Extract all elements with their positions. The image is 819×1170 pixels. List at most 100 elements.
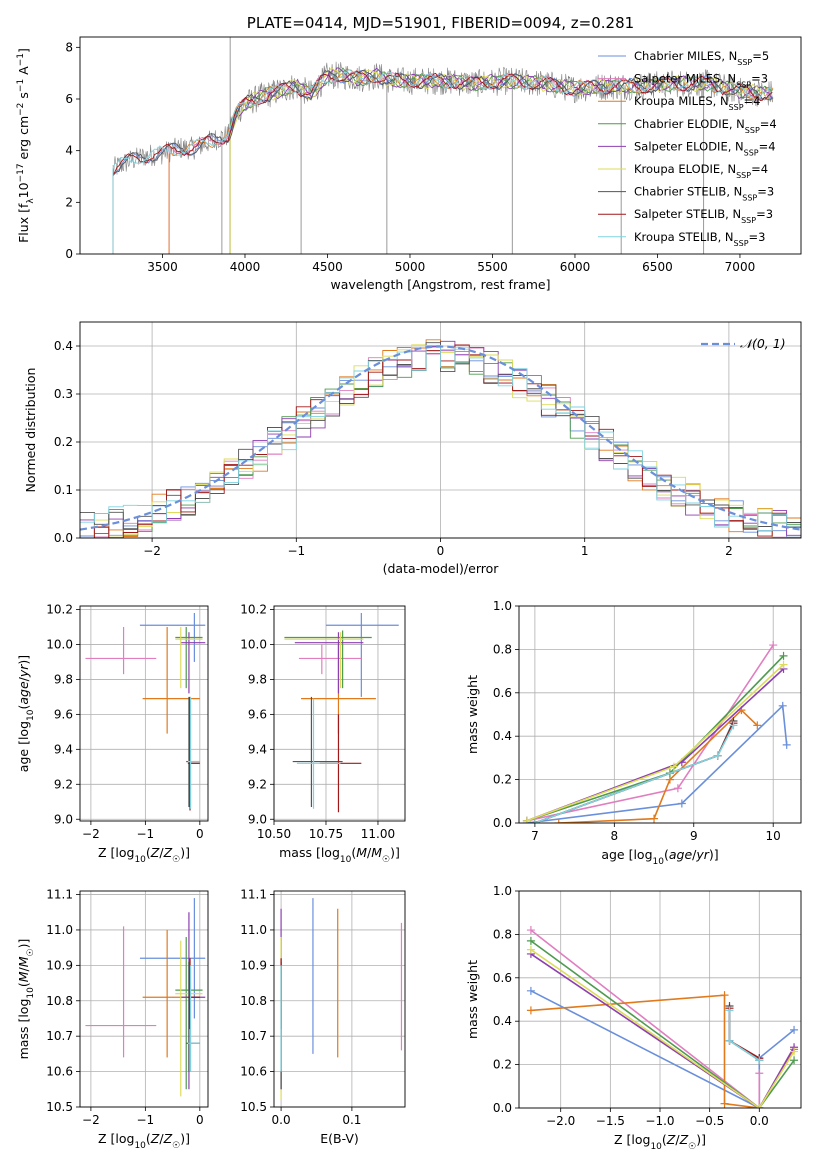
y-tick-label: 0.2 bbox=[493, 1058, 512, 1072]
x-tick-label: −1.0 bbox=[645, 1114, 674, 1128]
weight-point-marker bbox=[729, 721, 738, 730]
weight-point-marker bbox=[522, 816, 531, 823]
x-tick-label: −1 bbox=[137, 1113, 155, 1127]
legend-label: Chabrier MILES, NSSP=5 bbox=[634, 49, 769, 67]
y-tick-label: 10.2 bbox=[46, 602, 73, 616]
x-tick-label: −2 bbox=[82, 827, 100, 841]
residuals-panel: −2 −1 0 1 2 0.0 0.1 0.2 0.3 0.4 (data-model)/error… bbox=[23, 321, 802, 576]
model-spectrum-line bbox=[229, 67, 773, 254]
mass-vs-ebv-panel: 0.0 0.1 10.5 10.6 10.7 10.8 10.9 11.0 11.1 E(B-V) bbox=[240, 888, 406, 1146]
x-tick-label: 1 bbox=[581, 544, 589, 558]
weight-point-marker bbox=[526, 945, 535, 954]
x-tick-label: 0.0 bbox=[750, 1114, 769, 1128]
axes-frame bbox=[79, 890, 209, 1108]
weight-point-marker bbox=[779, 660, 788, 669]
y-tick-label: 10.6 bbox=[46, 1065, 73, 1079]
y-tick-label: 10.0 bbox=[46, 637, 73, 651]
legend-label: Kroupa STELIB, NSSP=3 bbox=[634, 230, 765, 248]
weight-series-line bbox=[728, 1006, 760, 1061]
x-axis-label: Z [log10(Z/Z☉)] bbox=[614, 1132, 706, 1152]
weight-series-line bbox=[526, 704, 788, 823]
y-tick-label: 9.2 bbox=[54, 777, 73, 791]
x-axis-label: (data-model)/error bbox=[383, 561, 500, 576]
residual-histograms bbox=[80, 339, 801, 538]
grid-lines bbox=[519, 605, 801, 824]
x-tick-label: −0.5 bbox=[695, 1114, 724, 1128]
weight-point-marker bbox=[554, 819, 563, 823]
ticks: −2 −1 0 9.0 9.2 9.4 9.6 9.8 10.0 10.2 bbox=[46, 602, 203, 841]
y-tick-label: 9.6 bbox=[248, 707, 267, 721]
massweight-vs-age-panel: 7 8 9 10 0.0 0.2 0.4 0.6 0.8 1.0 age [log10(age/yr… bbox=[465, 599, 802, 867]
spectrum-data bbox=[112, 37, 774, 254]
spectrum-legend: Chabrier MILES, NSSP=5 Salpeter MILES, NS… bbox=[598, 49, 777, 247]
spectrum-panel: PLATE=0414, MJD=51901, FIBERID=0094, z=0… bbox=[16, 14, 802, 292]
model-spectrum-line bbox=[229, 67, 773, 254]
weight-series-line bbox=[530, 994, 795, 1108]
x-tick-label: −1.5 bbox=[596, 1114, 625, 1128]
y-tick-label: 9.2 bbox=[248, 777, 267, 791]
x-tick-label: 0.1 bbox=[342, 1113, 361, 1127]
x-tick-label: −1 bbox=[287, 544, 305, 558]
weight-point-marker bbox=[755, 1069, 764, 1078]
x-tick-label: −2 bbox=[82, 1113, 100, 1127]
weight-series-line bbox=[526, 668, 785, 822]
x-tick-label: 5000 bbox=[395, 260, 426, 274]
weight-point-marker bbox=[725, 1036, 734, 1045]
spectrum-title: PLATE=0414, MJD=51901, FIBERID=0094, z=0… bbox=[247, 14, 634, 32]
axes-frame bbox=[79, 36, 802, 255]
y-tick-label: 4 bbox=[65, 144, 73, 158]
y-tick-label: 0.6 bbox=[493, 971, 512, 985]
y-tick-label: 2 bbox=[65, 195, 73, 209]
y-tick-label: 10.8 bbox=[240, 994, 267, 1008]
legend-label: Chabrier STELIB, NSSP=3 bbox=[634, 185, 774, 203]
y-tick-label: 6 bbox=[65, 92, 73, 106]
error-bars bbox=[280, 898, 403, 1100]
weight-series-line bbox=[530, 940, 795, 1108]
axes-frame bbox=[273, 890, 406, 1108]
weight-point-marker bbox=[779, 651, 788, 660]
ticks: −2 −1 0 1 2 0.0 0.1 0.2 0.3 0.4 bbox=[54, 339, 733, 558]
grid-lines bbox=[274, 891, 405, 1108]
y-tick-label: 10.7 bbox=[46, 1029, 73, 1043]
weight-point-marker bbox=[790, 1025, 799, 1034]
ticks: 3500 4000 4500 5000 5500 6000 6500 7000 0 2 4 6 8 bbox=[65, 40, 755, 274]
age-vs-mass-panel: 10.50 10.75 11.00 9.0 9.2 9.4 9.6 9.8 10.0 10.2 ma… bbox=[240, 602, 406, 865]
weight-series-line bbox=[728, 1010, 760, 1061]
y-tick-label: 10.7 bbox=[240, 1029, 267, 1043]
y-tick-label: 10.9 bbox=[240, 958, 267, 972]
y-tick-label: 10.9 bbox=[46, 958, 73, 972]
y-tick-label: 10.2 bbox=[240, 602, 267, 616]
y-tick-label: 0.0 bbox=[54, 531, 73, 545]
weight-series-line bbox=[526, 644, 774, 822]
y-tick-label: 9.6 bbox=[54, 707, 73, 721]
weight-point-marker bbox=[725, 1006, 734, 1015]
grid-lines bbox=[273, 606, 405, 821]
x-axis-label: mass [log10(M/M☉)] bbox=[279, 845, 400, 865]
y-tick-label: 11.0 bbox=[46, 923, 73, 937]
x-tick-label: 2 bbox=[725, 544, 733, 558]
y-tick-label: 0.6 bbox=[493, 686, 512, 700]
weight-lines bbox=[526, 926, 799, 1108]
weight-point-marker bbox=[790, 1047, 799, 1056]
legend-label: Salpeter MILES, NSSP=3 bbox=[634, 72, 768, 90]
y-tick-label: 11.1 bbox=[46, 888, 73, 902]
x-tick-label: −2.0 bbox=[546, 1114, 575, 1128]
y-tick-label: 10.6 bbox=[240, 1065, 267, 1079]
y-axis-label: Flux [fλ10−17 erg cm−2 s−1 A−1] bbox=[16, 48, 36, 243]
y-tick-label: 8 bbox=[65, 40, 73, 54]
x-tick-label: 4000 bbox=[230, 260, 261, 274]
axes-frame bbox=[518, 605, 802, 824]
error-bars bbox=[85, 898, 206, 1097]
x-axis-label: E(B-V) bbox=[320, 1131, 359, 1146]
y-axis-label: mass weight bbox=[465, 960, 480, 1039]
y-tick-label: 11.0 bbox=[240, 923, 267, 937]
massweight-vs-Z-panel: −2.0 −1.5 −1.0 −0.5 0.0 0.0 0.2 0.4 0.6 0.8 1.0 Z [… bbox=[465, 884, 802, 1152]
axes-frame bbox=[273, 605, 406, 822]
y-axis-label: Normed distribution bbox=[23, 368, 38, 493]
x-tick-label: 10.75 bbox=[309, 827, 343, 841]
legend-label: 𝒩(0, 1) bbox=[740, 336, 786, 351]
y-tick-label: 9.0 bbox=[54, 812, 73, 826]
y-tick-label: 1.0 bbox=[493, 884, 512, 898]
axes-frame bbox=[79, 321, 802, 539]
